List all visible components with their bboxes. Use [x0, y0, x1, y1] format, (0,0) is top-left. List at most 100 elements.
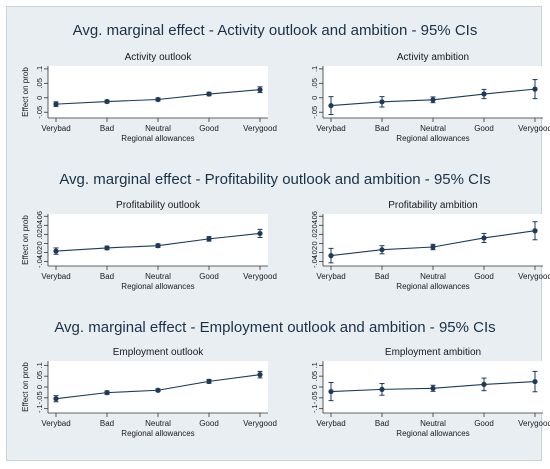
- data-point: [155, 387, 161, 393]
- data-point: [481, 235, 487, 241]
- x-tick-label: Good: [474, 419, 494, 428]
- y-axis-title: Effect on prob: [21, 67, 30, 117]
- x-tick-label: Good: [474, 272, 494, 281]
- y-tick-label: 0: [35, 96, 44, 100]
- data-point: [430, 244, 436, 250]
- y-tick-label: .04: [310, 220, 319, 230]
- panel-activity-ambition: Activity ambition -.05 0 .05 .1 Verybad Bad Neu…: [310, 52, 550, 143]
- y-tick-label: -.05: [310, 391, 319, 404]
- x-tick-label: Verybad: [41, 272, 70, 281]
- y-tick-label: .1: [310, 362, 319, 368]
- y-axis-title: Effect on prob: [21, 362, 30, 412]
- data-point: [257, 372, 263, 378]
- panel-employment-ambition: Employment ambition -.1-.05 0 .05 .1 Verybad B…: [310, 347, 550, 438]
- data-point: [532, 86, 538, 92]
- x-tick-label: Good: [199, 419, 219, 428]
- x-tick-label: Bad: [100, 124, 114, 133]
- x-tick-label: Verybad: [316, 124, 345, 133]
- x-tick-label: Neutral: [145, 272, 171, 281]
- data-point: [53, 248, 59, 254]
- panel-subtitle: Employment ambition: [385, 347, 481, 358]
- data-point: [104, 390, 110, 396]
- plot-area: [323, 214, 543, 266]
- y-tick-label: 0: [310, 241, 319, 245]
- y-tick-label: 0: [310, 385, 319, 389]
- y-tick-label: 0: [35, 241, 44, 245]
- data-point: [379, 386, 385, 392]
- panel-activity-outlook: Activity outlook -.05 0 .05 .1 Effect on prob…: [21, 52, 277, 143]
- panel-subtitle: Profitability ambition: [388, 200, 477, 211]
- data-point: [257, 87, 263, 93]
- data-point: [328, 102, 334, 109]
- y-axis-title: Effect on prob: [21, 215, 30, 265]
- x-tick-label: Neutral: [420, 419, 446, 428]
- x-tick-label: Neutral: [420, 272, 446, 281]
- data-point: [430, 385, 436, 391]
- data-point: [328, 388, 334, 395]
- x-tick-label: Verygood: [243, 272, 277, 281]
- panel-subtitle: Employment outlook: [113, 347, 205, 358]
- y-tick-label: -.05: [310, 106, 319, 119]
- plot-area: [48, 214, 268, 266]
- panel-subtitle: Profitability outlook: [116, 200, 201, 211]
- x-tick-label: Bad: [100, 272, 114, 281]
- x-tick-label: Verygood: [518, 272, 550, 281]
- y-tick-label: .1: [35, 66, 44, 72]
- y-tick-label: -.04: [35, 255, 44, 268]
- x-axis-title: Regional allowances: [396, 282, 469, 291]
- x-axis-title: Regional allowances: [396, 134, 469, 143]
- x-tick-label: Good: [474, 124, 494, 133]
- y-tick-label: .02: [35, 229, 44, 239]
- x-axis-title: Regional allowances: [121, 134, 194, 143]
- panel-profitability-ambition: Profitability ambition -.04-.020 .02.04.06…: [310, 200, 550, 291]
- y-tick-label: .05: [35, 371, 44, 381]
- y-tick-label: .05: [35, 78, 44, 88]
- y-tick-label: -.1: [35, 404, 44, 413]
- data-point: [53, 396, 59, 402]
- y-tick-label: -.02: [35, 246, 44, 259]
- y-tick-label: .06: [310, 211, 319, 221]
- row-title-profitability: Avg. marginal effect - Profitability out…: [59, 171, 491, 188]
- x-tick-label: Verybad: [316, 419, 345, 428]
- data-point: [206, 236, 212, 242]
- x-tick-label: Bad: [375, 272, 389, 281]
- y-tick-label: .1: [310, 66, 319, 72]
- panel-subtitle: Activity ambition: [397, 52, 469, 63]
- y-tick-label: -.05: [35, 106, 44, 119]
- panel-employment-outlook: Employment outlook -.1-.05 0 .05 .1 Effect on…: [21, 347, 277, 438]
- row-title-employment: Avg. marginal effect - Employment outloo…: [54, 319, 496, 336]
- y-tick-label: .02: [310, 229, 319, 239]
- data-point: [430, 97, 436, 103]
- data-point: [532, 378, 538, 385]
- data-point: [53, 101, 59, 107]
- x-tick-label: Neutral: [145, 419, 171, 428]
- y-tick-label: .06: [35, 211, 44, 221]
- x-axis-title: Regional allowances: [121, 429, 194, 438]
- data-point: [379, 247, 385, 253]
- x-tick-label: Verybad: [41, 124, 70, 133]
- data-point: [155, 96, 161, 103]
- x-tick-label: Neutral: [145, 124, 171, 133]
- x-tick-label: Neutral: [420, 124, 446, 133]
- data-point: [328, 253, 334, 259]
- y-tick-label: -.04: [310, 255, 319, 268]
- x-tick-label: Verygood: [243, 419, 277, 428]
- x-tick-label: Verybad: [316, 272, 345, 281]
- x-axis-title: Regional allowances: [396, 429, 469, 438]
- data-point: [481, 91, 487, 97]
- data-point: [257, 230, 263, 237]
- y-tick-label: .05: [310, 371, 319, 381]
- x-tick-label: Good: [199, 272, 219, 281]
- data-point: [206, 378, 212, 384]
- x-axis-title: Regional allowances: [121, 282, 194, 291]
- y-tick-label: -.02: [310, 246, 319, 259]
- y-tick-label: 0: [35, 385, 44, 389]
- x-tick-label: Verygood: [518, 124, 550, 133]
- x-tick-label: Bad: [375, 419, 389, 428]
- row-title-activity: Avg. marginal effect - Activity outlook …: [72, 22, 478, 39]
- data-point: [104, 98, 110, 105]
- y-tick-label: .1: [35, 362, 44, 368]
- data-point: [155, 243, 161, 249]
- data-point: [532, 228, 538, 234]
